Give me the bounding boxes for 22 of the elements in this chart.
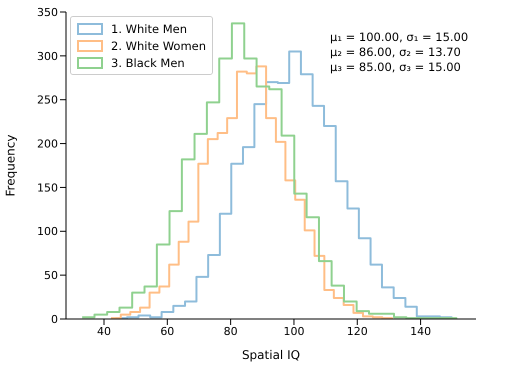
x-tick-label: 80	[224, 324, 238, 338]
annotation: μ₃ = 85.00, σ₃ = 15.00	[330, 60, 462, 75]
y-tick-label: 350	[37, 6, 58, 19]
legend-label: 3. Black Men	[111, 56, 185, 70]
legend-label: 2. White Women	[111, 38, 206, 52]
y-tick-label: 200	[37, 137, 58, 150]
annotation: μ₁ = 100.00, σ₁ = 15.00	[330, 30, 468, 45]
y-axis-title: Frequency	[3, 134, 18, 196]
x-axis-title: Spatial IQ	[242, 348, 300, 362]
x-tick-label: 120	[346, 324, 368, 338]
x-tick-label: 100	[283, 324, 304, 338]
x-tick-label: 140	[410, 324, 432, 338]
annotation: μ₂ = 86.00, σ₂ = 13.70	[330, 45, 462, 60]
y-tick-label: 0	[51, 312, 58, 326]
y-tick-label: 100	[37, 225, 58, 238]
x-tick-label: 60	[160, 324, 174, 338]
legend-label: 1. White Men	[111, 22, 188, 36]
y-tick-label: 300	[37, 50, 58, 63]
y-tick-label: 250	[37, 94, 58, 107]
y-tick-label: 150	[37, 181, 58, 194]
x-tick-label: 40	[96, 324, 111, 338]
y-tick-label: 50	[44, 269, 58, 282]
